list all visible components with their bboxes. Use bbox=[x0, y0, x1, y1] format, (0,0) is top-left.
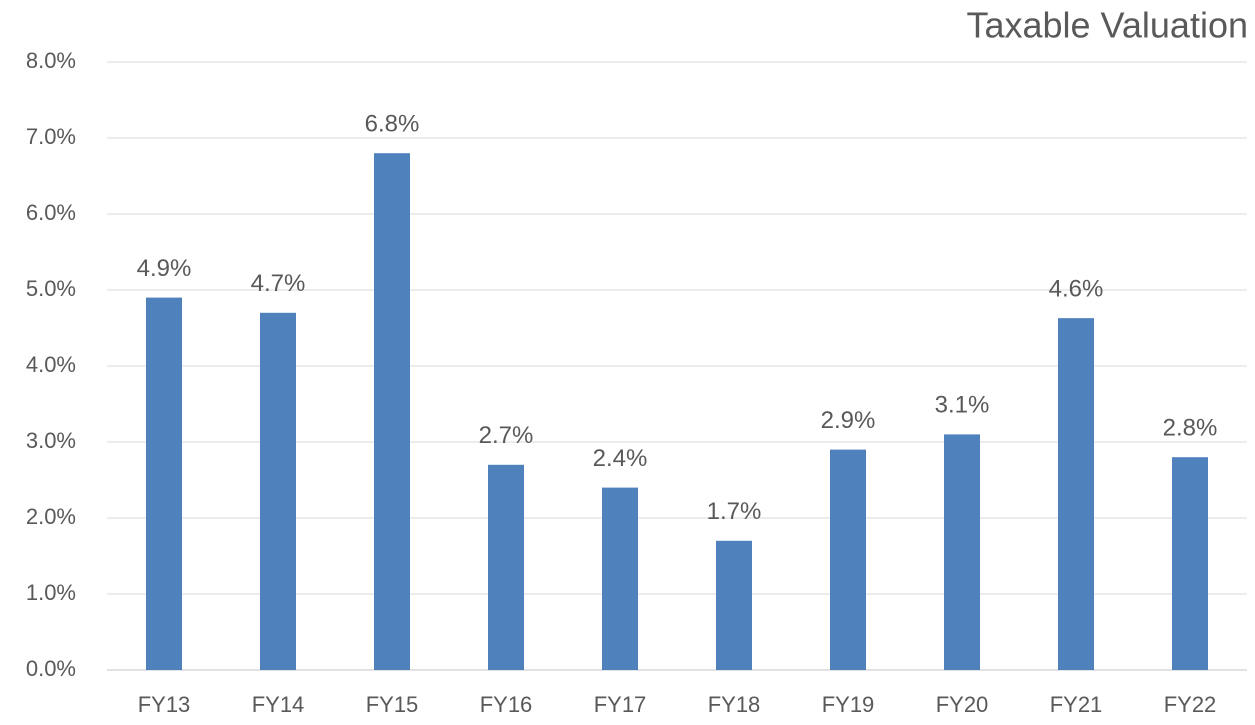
data-label: 2.9% bbox=[821, 407, 876, 434]
bar bbox=[944, 434, 980, 670]
x-tick-label: FY19 bbox=[822, 692, 875, 717]
bar bbox=[146, 297, 182, 670]
x-tick-label: FY16 bbox=[480, 692, 533, 717]
data-label: 2.4% bbox=[593, 445, 648, 472]
bar bbox=[374, 153, 410, 670]
data-label: 3.1% bbox=[935, 392, 990, 419]
chart-title: Taxable Valuation bbox=[966, 5, 1248, 46]
bar bbox=[260, 312, 296, 670]
x-tick-label: FY13 bbox=[138, 692, 191, 717]
bar bbox=[716, 540, 752, 670]
x-tick-label: FY14 bbox=[252, 692, 305, 717]
data-label: 6.8% bbox=[365, 111, 420, 138]
x-tick-label: FY17 bbox=[594, 692, 647, 717]
x-tick-label: FY18 bbox=[708, 692, 761, 717]
x-tick-label: FY20 bbox=[936, 692, 989, 717]
y-tick-label: 6.0% bbox=[26, 200, 76, 225]
data-label: 4.6% bbox=[1049, 275, 1104, 302]
y-tick-label: 3.0% bbox=[26, 428, 76, 453]
data-label: 2.7% bbox=[479, 422, 534, 449]
bar bbox=[488, 464, 524, 670]
x-tick-label: FY22 bbox=[1164, 692, 1217, 717]
bar bbox=[602, 487, 638, 670]
x-tick-label: FY15 bbox=[366, 692, 419, 717]
x-tick-label: FY21 bbox=[1050, 692, 1103, 717]
data-label: 4.9% bbox=[137, 255, 192, 282]
y-tick-label: 7.0% bbox=[26, 124, 76, 149]
bar bbox=[830, 449, 866, 670]
y-tick-label: 1.0% bbox=[26, 580, 76, 605]
data-label: 4.7% bbox=[251, 270, 306, 297]
bar bbox=[1172, 457, 1208, 670]
bar bbox=[1058, 318, 1094, 670]
y-tick-label: 0.0% bbox=[26, 656, 76, 681]
y-tick-label: 8.0% bbox=[26, 48, 76, 73]
data-label: 2.8% bbox=[1163, 415, 1218, 442]
y-tick-label: 4.0% bbox=[26, 352, 76, 377]
y-tick-label: 5.0% bbox=[26, 276, 76, 301]
y-tick-label: 2.0% bbox=[26, 504, 76, 529]
data-label: 1.7% bbox=[707, 498, 762, 525]
